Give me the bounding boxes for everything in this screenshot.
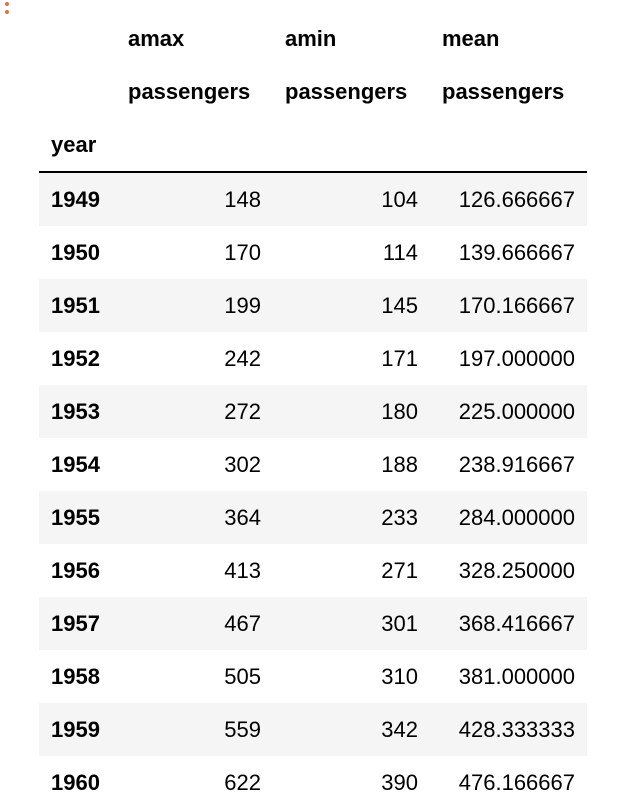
column-header-amin: amin (285, 25, 337, 51)
cell-amin: 104 (381, 186, 418, 212)
column-header-mean: mean (442, 25, 500, 51)
table-row: 1956 413 271 328.250000 (39, 544, 587, 597)
cell-mean: 328.250000 (458, 557, 575, 583)
column-subheader-amin: passengers (285, 78, 408, 104)
cell-mean: 368.416667 (458, 610, 575, 636)
header-blank (39, 65, 116, 118)
column-header-amax: amax (128, 25, 185, 51)
cell-amax: 559 (224, 716, 261, 742)
row-index-year: 1955 (51, 504, 100, 530)
dataframe-output: amax amin mean passengers passengers pas… (39, 12, 587, 809)
cell-amax: 272 (224, 398, 261, 424)
index-name: year (39, 118, 116, 173)
cell-menu-icon[interactable] (4, 2, 10, 18)
dataframe-body: 1949 148 104 126.666667 1950 170 114 139.666667… (39, 172, 587, 809)
cell-amax: 302 (224, 451, 261, 477)
cell-amin: 188 (381, 451, 418, 477)
cell-amax: 467 (224, 610, 261, 636)
cell-amax: 170 (224, 239, 261, 265)
cell-mean: 225.000000 (458, 398, 575, 424)
cell-amax: 199 (224, 292, 261, 318)
header-row-level0: amax amin mean (39, 12, 587, 65)
cell-mean: 126.666667 (458, 186, 575, 212)
table-row: 1955 364 233 284.000000 (39, 491, 587, 544)
cell-amax: 148 (224, 186, 261, 212)
dataframe-table: amax amin mean passengers passengers pas… (39, 12, 587, 809)
row-index-year: 1956 (51, 557, 100, 583)
column-subheader-mean: passengers (442, 78, 565, 104)
column-subheader-amax: passengers (128, 78, 251, 104)
cell-mean: 284.000000 (458, 504, 575, 530)
cell-mean: 238.916667 (458, 451, 575, 477)
row-index-year: 1951 (51, 292, 100, 318)
row-index-year: 1952 (51, 345, 100, 371)
cell-amin: 301 (381, 610, 418, 636)
cell-amin: 310 (381, 663, 418, 689)
index-name-row: year (39, 118, 587, 173)
table-row: 1949 148 104 126.666667 (39, 172, 587, 226)
table-row: 1959 559 342 428.333333 (39, 703, 587, 756)
table-row: 1953 272 180 225.000000 (39, 385, 587, 438)
cell-mean: 139.666667 (458, 239, 575, 265)
cell-mean: 381.000000 (458, 663, 575, 689)
row-index-year: 1953 (51, 398, 100, 424)
row-index-year: 1958 (51, 663, 100, 689)
cell-mean: 197.000000 (458, 345, 575, 371)
cell-amin: 171 (381, 345, 418, 371)
cell-amin: 180 (381, 398, 418, 424)
header-blank (39, 12, 116, 65)
cell-amin: 145 (381, 292, 418, 318)
table-row: 1950 170 114 139.666667 (39, 226, 587, 279)
row-index-year: 1960 (51, 769, 100, 795)
cell-amin: 390 (381, 769, 418, 795)
table-row: 1958 505 310 381.000000 (39, 650, 587, 703)
row-index-year: 1959 (51, 716, 100, 742)
cell-mean: 170.166667 (458, 292, 575, 318)
row-index-year: 1957 (51, 610, 100, 636)
cell-amin: 342 (381, 716, 418, 742)
table-row: 1951 199 145 170.166667 (39, 279, 587, 332)
cell-amax: 364 (224, 504, 261, 530)
cell-mean: 428.333333 (458, 716, 575, 742)
row-index-year: 1950 (51, 239, 100, 265)
table-row: 1952 242 171 197.000000 (39, 332, 587, 385)
header-row-level1: passengers passengers passengers (39, 65, 587, 118)
cell-amax: 242 (224, 345, 261, 371)
cell-amin: 271 (381, 557, 418, 583)
table-row: 1960 622 390 476.166667 (39, 756, 587, 809)
cell-amin: 233 (381, 504, 418, 530)
cell-amax: 622 (224, 769, 261, 795)
row-index-year: 1954 (51, 451, 100, 477)
cell-amin: 114 (382, 239, 418, 265)
table-row: 1957 467 301 368.416667 (39, 597, 587, 650)
table-row: 1954 302 188 238.916667 (39, 438, 587, 491)
cell-amax: 413 (224, 557, 261, 583)
cell-mean: 476.166667 (458, 769, 575, 795)
cell-amax: 505 (224, 663, 261, 689)
row-index-year: 1949 (51, 186, 100, 212)
